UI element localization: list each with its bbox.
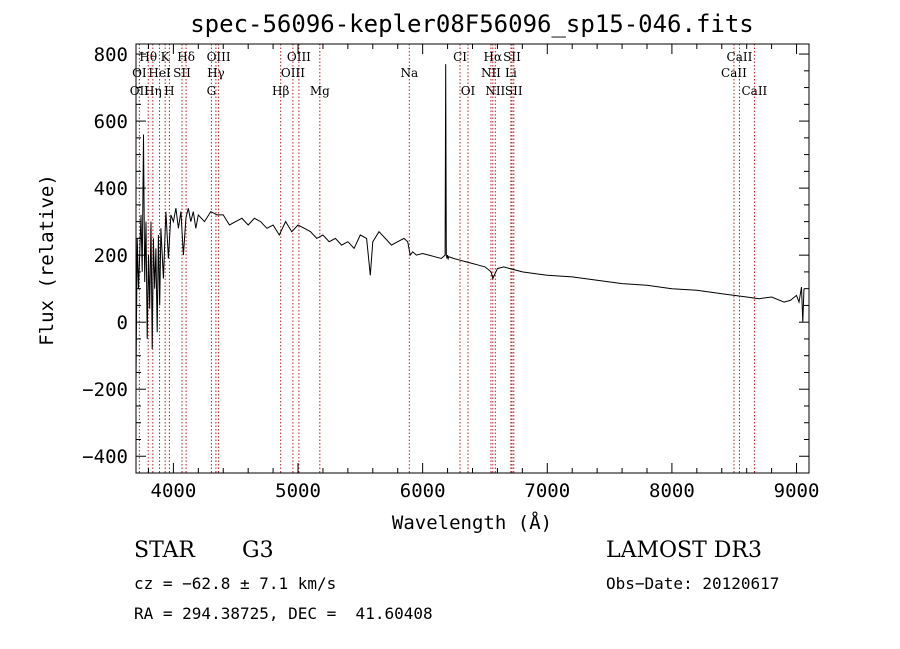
- line-label: Hα: [484, 50, 503, 64]
- chart-title: spec-56096-kepler08F56096_sp15-046.fits: [190, 10, 754, 38]
- x-tick-label: 9000: [774, 480, 820, 502]
- line-label: NII: [485, 84, 505, 98]
- line-label: OIII: [207, 50, 231, 64]
- line-label: Hθ: [139, 50, 157, 64]
- line-label: Hη: [144, 84, 162, 98]
- line-label: Hδ: [177, 50, 195, 64]
- line-label: SII: [503, 50, 521, 64]
- line-label: H: [164, 84, 174, 98]
- x-tick-label: 7000: [524, 480, 570, 502]
- line-label: Li: [505, 66, 517, 80]
- line-label: Na: [400, 66, 418, 80]
- observation-date: Obs−Date: 20120617: [606, 574, 780, 593]
- line-label: Mg: [310, 84, 330, 98]
- line-label: OI: [461, 84, 476, 98]
- line-label: OI: [132, 66, 147, 80]
- line-label: OII: [130, 84, 150, 98]
- object-class: STAR: [134, 538, 195, 563]
- y-tick-label: −200: [82, 379, 128, 401]
- x-tick-label: 5000: [275, 480, 321, 502]
- redshift-cz: cz = −62.8 ± 7.1 km/s: [134, 574, 337, 593]
- line-label: K: [161, 50, 171, 64]
- line-label: G: [207, 84, 217, 98]
- x-axis-label: Wavelength (Å): [392, 511, 552, 534]
- x-tick-label: 8000: [649, 480, 695, 502]
- y-axis-label: Flux (relative): [36, 174, 58, 346]
- x-axis-ticks: 4000 5000 6000 7000 8000 9000: [147, 44, 820, 502]
- y-tick-label: 600: [94, 111, 128, 133]
- plot-frame: [135, 43, 810, 474]
- line-label: CaII: [741, 84, 767, 98]
- y-tick-label: −400: [82, 446, 128, 468]
- line-label: OIII: [281, 66, 305, 80]
- y-tick-label: 800: [94, 44, 128, 66]
- x-tick-label: 4000: [151, 480, 197, 502]
- line-label: HeI: [148, 66, 171, 80]
- y-tick-label: 0: [117, 312, 128, 334]
- survey-name: LAMOST DR3: [606, 538, 762, 563]
- line-label: NII: [481, 66, 501, 80]
- line-label: Hβ: [272, 84, 289, 98]
- line-label: SII: [505, 84, 523, 98]
- y-tick-label: 200: [94, 245, 128, 267]
- y-axis-ticks: −400 −200 0 200 400 600 800: [82, 44, 809, 468]
- coordinates: RA = 294.38725, DEC = 41.60408: [134, 604, 433, 623]
- line-label: CI: [453, 50, 467, 64]
- line-label: OIII: [287, 50, 311, 64]
- line-label: CaII: [721, 66, 747, 80]
- x-tick-label: 6000: [400, 480, 446, 502]
- y-tick-label: 400: [94, 178, 128, 200]
- spectrum-series: [135, 64, 805, 383]
- line-label: Hγ: [207, 66, 225, 80]
- line-label: CaII: [727, 50, 753, 64]
- object-subclass: G3: [242, 538, 274, 563]
- line-label: SII: [173, 66, 191, 80]
